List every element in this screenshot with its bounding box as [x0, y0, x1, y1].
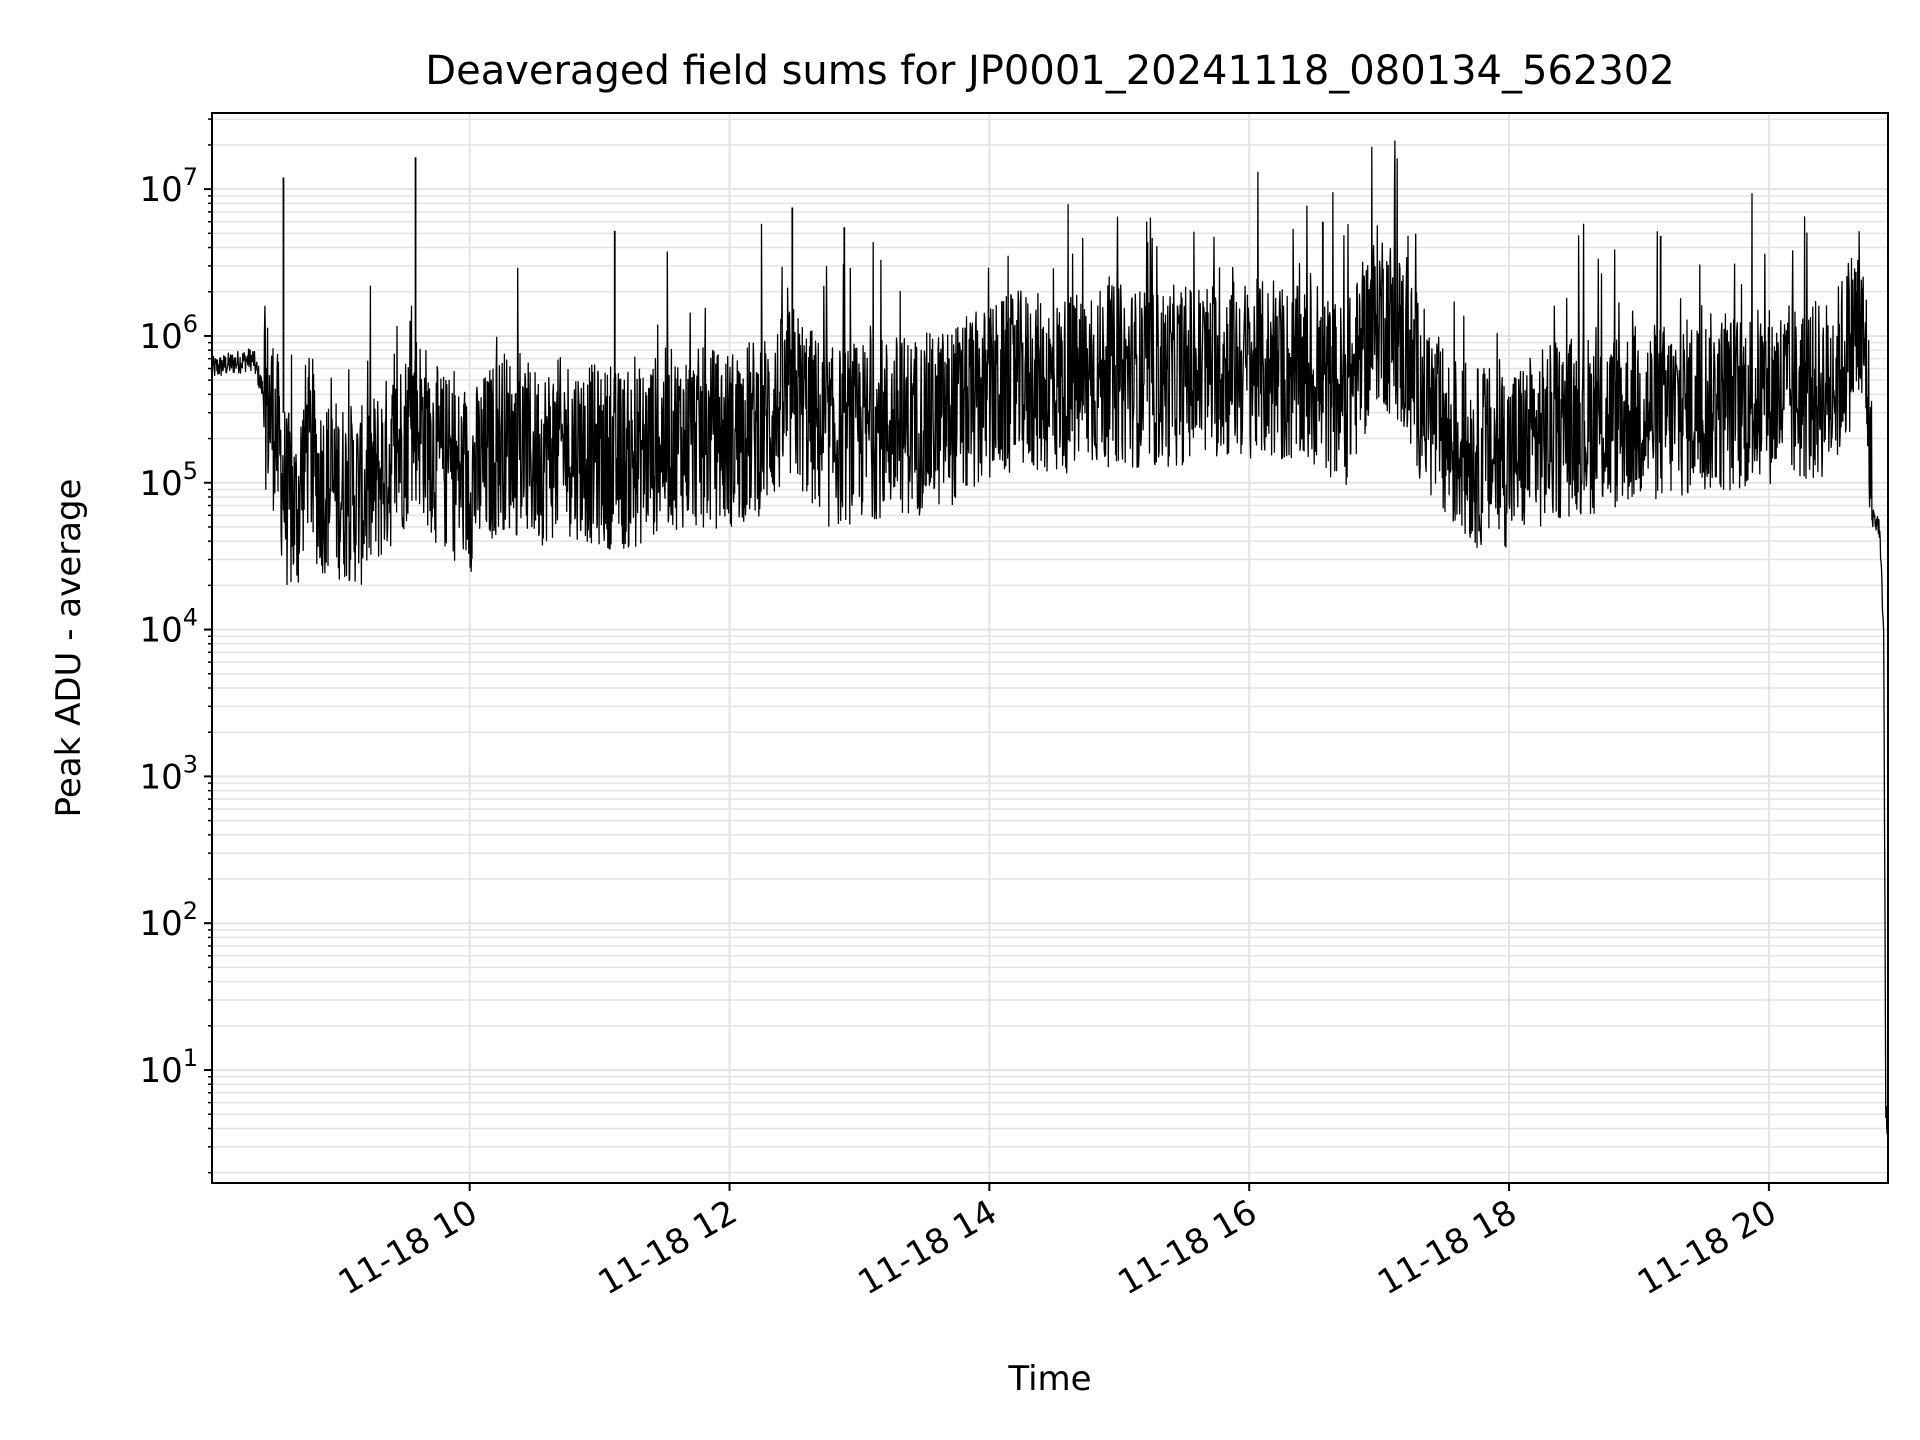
y-tick-label: 105	[139, 457, 198, 504]
plot-frame	[211, 112, 1889, 1184]
y-tick-label: 103	[139, 750, 198, 797]
plot-data	[211, 140, 1889, 1135]
y-tick-label: 101	[139, 1044, 198, 1091]
y-tick-label: 102	[139, 897, 198, 944]
y-tick-label: 107	[139, 163, 198, 210]
series-line	[211, 140, 1889, 1135]
y-tick-label: 106	[139, 310, 198, 357]
x-axis-label: Time	[1007, 1359, 1091, 1399]
y-tick-label: 104	[139, 604, 198, 651]
grid-lines	[212, 113, 1888, 1183]
y-axis-label: Peak ADU - average	[49, 479, 89, 818]
chart-title: Deaveraged field sums for JP0001_2024111…	[425, 48, 1674, 94]
